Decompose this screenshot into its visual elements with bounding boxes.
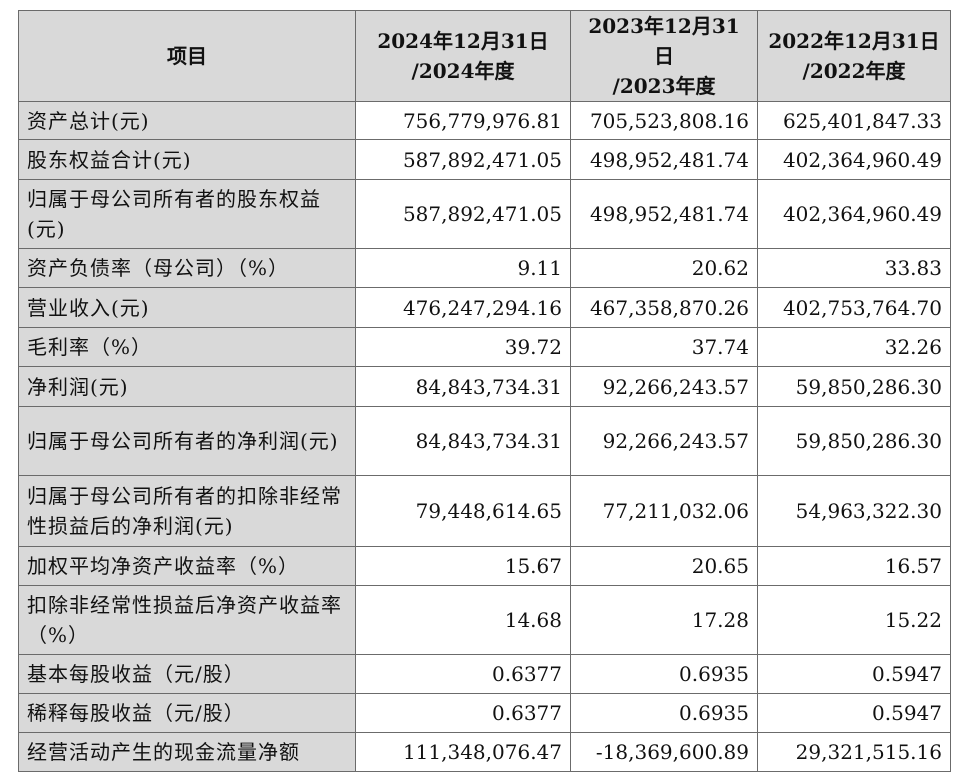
value-cell: 0.6377 — [355, 654, 571, 694]
row-label: 归属于母公司所有者的扣除非经常性损益后的净利润(元) — [18, 475, 356, 547]
value-cell: 20.65 — [570, 546, 758, 586]
table-row: 归属于母公司所有者的股东权益(元) 587,892,471.05 498,952,4… — [18, 179, 951, 249]
header-row: 项目 2024年12月31日 /2024年度 2023年12月31日 /2023年度… — [18, 10, 951, 102]
table-row: 归属于母公司所有者的扣除非经常性损益后的净利润(元) 79,448,614.65 7… — [18, 475, 951, 547]
table-row: 加权平均净资产收益率（%） 15.67 20.65 16.57 — [18, 546, 951, 586]
value-cell: 77,211,032.06 — [570, 475, 758, 547]
row-label: 股东权益合计(元) — [18, 139, 356, 180]
table-row: 资产总计(元) 756,779,976.81 705,523,808.16 625,4… — [18, 101, 951, 140]
table-row: 股东权益合计(元) 587,892,471.05 498,952,481.74 402… — [18, 139, 951, 180]
row-label: 资产负债率（母公司）（%） — [18, 248, 356, 288]
table-row: 资产负债率（母公司）（%） 9.11 20.62 33.83 — [18, 248, 951, 288]
row-label: 毛利率（%） — [18, 327, 356, 367]
value-cell: 37.74 — [570, 327, 758, 367]
row-label: 归属于母公司所有者的净利润(元) — [18, 406, 356, 476]
value-cell: 402,364,960.49 — [757, 179, 951, 249]
value-cell: 625,401,847.33 — [757, 101, 951, 140]
value-cell: 111,348,076.47 — [355, 732, 571, 772]
value-cell: 9.11 — [355, 248, 571, 288]
value-cell: 15.22 — [757, 585, 951, 655]
value-cell: 587,892,471.05 — [355, 139, 571, 180]
value-cell: 59,850,286.30 — [757, 366, 951, 407]
value-cell: 498,952,481.74 — [570, 179, 758, 249]
value-cell: 79,448,614.65 — [355, 475, 571, 547]
value-cell: 756,779,976.81 — [355, 101, 571, 140]
header-cell: 2022年12月31日 /2022年度 — [757, 10, 951, 102]
value-cell: 0.5947 — [757, 693, 951, 733]
value-cell: 467,358,870.26 — [570, 287, 758, 328]
header-cell: 2024年12月31日 /2024年度 — [355, 10, 571, 102]
value-cell: 402,364,960.49 — [757, 139, 951, 180]
value-cell: 498,952,481.74 — [570, 139, 758, 180]
value-cell: -18,369,600.89 — [570, 732, 758, 772]
value-cell: 33.83 — [757, 248, 951, 288]
value-cell: 705,523,808.16 — [570, 101, 758, 140]
value-cell: 16.57 — [757, 546, 951, 586]
table-row: 毛利率（%） 39.72 37.74 32.26 — [18, 327, 951, 367]
value-cell: 59,850,286.30 — [757, 406, 951, 476]
row-label: 扣除非经常性损益后净资产收益率（%） — [18, 585, 356, 655]
table-row: 归属于母公司所有者的净利润(元) 84,843,734.31 92,266,243.… — [18, 406, 951, 476]
value-cell: 39.72 — [355, 327, 571, 367]
row-label: 稀释每股收益（元/股） — [18, 693, 356, 733]
value-cell: 84,843,734.31 — [355, 406, 571, 476]
financial-table: 项目 2024年12月31日 /2024年度 2023年12月31日 /2023年度… — [18, 10, 951, 772]
value-cell: 0.6935 — [570, 654, 758, 694]
value-cell: 402,753,764.70 — [757, 287, 951, 328]
row-label: 加权平均净资产收益率（%） — [18, 546, 356, 586]
value-cell: 15.67 — [355, 546, 571, 586]
value-cell: 29,321,515.16 — [757, 732, 951, 772]
value-cell: 84,843,734.31 — [355, 366, 571, 407]
table-row: 经营活动产生的现金流量净额 111,348,076.47 -18,369,600.8… — [18, 732, 951, 772]
value-cell: 32.26 — [757, 327, 951, 367]
value-cell: 17.28 — [570, 585, 758, 655]
value-cell: 14.68 — [355, 585, 571, 655]
table-row: 稀释每股收益（元/股） 0.6377 0.6935 0.5947 — [18, 693, 951, 733]
row-label: 归属于母公司所有者的股东权益(元) — [18, 179, 356, 249]
row-label: 资产总计(元) — [18, 101, 356, 140]
value-cell: 587,892,471.05 — [355, 179, 571, 249]
value-cell: 92,266,243.57 — [570, 366, 758, 407]
row-label: 基本每股收益（元/股） — [18, 654, 356, 694]
row-label: 净利润(元) — [18, 366, 356, 407]
table-row: 净利润(元) 84,843,734.31 92,266,243.57 59,850,2… — [18, 366, 951, 407]
header-cell: 项目 — [18, 10, 356, 102]
value-cell: 0.6377 — [355, 693, 571, 733]
row-label: 营业收入(元) — [18, 287, 356, 328]
header-cell: 2023年12月31日 /2023年度 — [570, 10, 758, 102]
value-cell: 54,963,322.30 — [757, 475, 951, 547]
value-cell: 0.5947 — [757, 654, 951, 694]
value-cell: 92,266,243.57 — [570, 406, 758, 476]
table-row: 扣除非经常性损益后净资产收益率（%） 14.68 17.28 15.22 — [18, 585, 951, 655]
value-cell: 476,247,294.16 — [355, 287, 571, 328]
value-cell: 20.62 — [570, 248, 758, 288]
table-row: 基本每股收益（元/股） 0.6377 0.6935 0.5947 — [18, 654, 951, 694]
table-row: 营业收入(元) 476,247,294.16 467,358,870.26 402,7… — [18, 287, 951, 328]
row-label: 经营活动产生的现金流量净额 — [18, 732, 356, 772]
value-cell: 0.6935 — [570, 693, 758, 733]
